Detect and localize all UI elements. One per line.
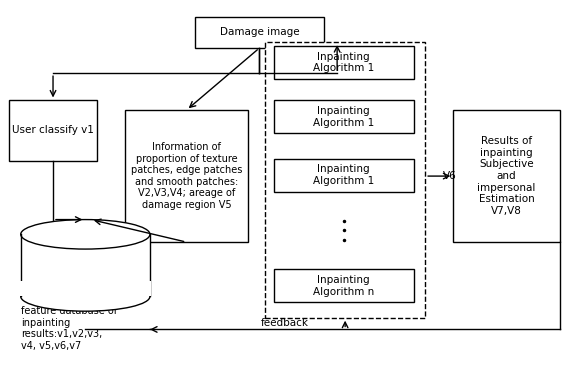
FancyBboxPatch shape xyxy=(195,17,324,48)
Ellipse shape xyxy=(21,282,150,311)
Text: feedback: feedback xyxy=(261,318,309,328)
FancyBboxPatch shape xyxy=(20,281,151,296)
Text: Inpainting
Algorithm 1: Inpainting Algorithm 1 xyxy=(313,106,374,128)
FancyBboxPatch shape xyxy=(265,42,425,318)
Text: Inpainting
Algorithm 1: Inpainting Algorithm 1 xyxy=(313,164,374,186)
Text: feature database of
inpainting
results:v1,v2,v3,
v4, v5,v6,v7: feature database of inpainting results:v… xyxy=(21,306,117,351)
Text: Damage image: Damage image xyxy=(219,27,299,38)
FancyBboxPatch shape xyxy=(10,100,96,161)
FancyBboxPatch shape xyxy=(453,110,560,242)
Text: Information of
proportion of texture
patches, edge patches
and smooth patches:
V: Information of proportion of texture pat… xyxy=(131,142,242,210)
FancyBboxPatch shape xyxy=(21,234,150,296)
Text: Results of
inpainting
Subjective
and
impersonal
Estimation
V7,V8: Results of inpainting Subjective and imp… xyxy=(477,136,536,216)
Text: User classify v1: User classify v1 xyxy=(12,126,94,135)
Ellipse shape xyxy=(21,220,150,249)
Text: V6: V6 xyxy=(443,171,457,181)
Text: Inpainting
Algorithm 1: Inpainting Algorithm 1 xyxy=(313,52,374,74)
FancyBboxPatch shape xyxy=(125,110,248,242)
FancyBboxPatch shape xyxy=(273,159,414,192)
FancyBboxPatch shape xyxy=(273,100,414,133)
FancyBboxPatch shape xyxy=(273,46,414,79)
Text: Inpainting
Algorithm n: Inpainting Algorithm n xyxy=(313,275,374,296)
FancyBboxPatch shape xyxy=(273,269,414,302)
